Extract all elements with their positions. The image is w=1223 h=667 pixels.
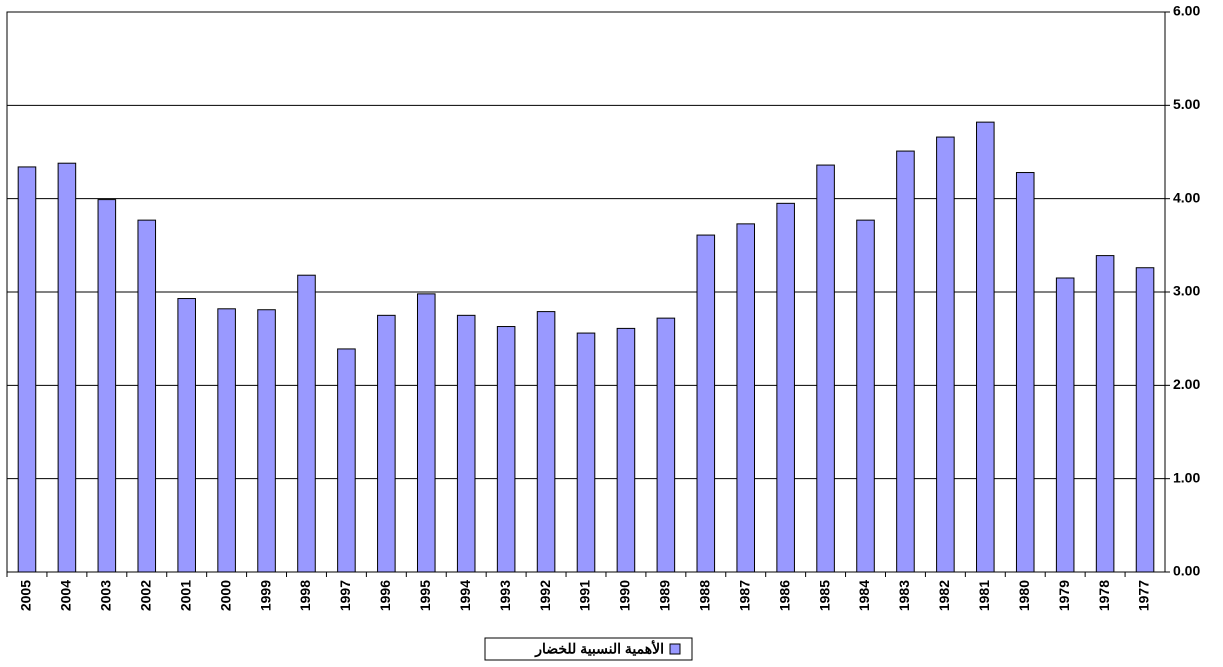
x-tick-label: 2005 [18, 580, 34, 611]
bar [416, 293, 436, 573]
bar [177, 298, 196, 573]
y-tick-label: 1.00 [1173, 469, 1200, 485]
bar [576, 332, 596, 573]
bar [536, 311, 556, 573]
x-tick-label: 1994 [457, 580, 473, 611]
x-tick-label: 2000 [217, 580, 233, 611]
x-tick-label: 1981 [976, 580, 992, 611]
x-tick-label: 1993 [497, 580, 513, 611]
bar [776, 202, 795, 573]
bar [696, 234, 716, 573]
x-tick-label: 1989 [657, 580, 673, 611]
x-tick-label: 1988 [696, 580, 712, 611]
y-tick-label: 4.00 [1173, 189, 1200, 205]
x-tick-label: 1992 [537, 580, 553, 611]
bar [137, 219, 157, 573]
x-tick-label: 1985 [816, 580, 832, 611]
legend-box [484, 637, 693, 661]
bar [337, 348, 356, 573]
x-tick-label: 1979 [1056, 580, 1072, 611]
bar [257, 309, 276, 573]
x-tick-label: 1984 [856, 580, 872, 611]
bar [17, 166, 37, 573]
bar [377, 314, 396, 573]
bar [936, 136, 955, 573]
x-tick-label: 2003 [98, 580, 114, 611]
x-tick-label: 2001 [177, 580, 193, 611]
bar [1015, 172, 1035, 573]
bar [217, 308, 236, 573]
bar [1095, 255, 1115, 573]
x-tick-label: 1997 [337, 580, 353, 611]
bar [57, 162, 77, 573]
x-tick-label: 2004 [58, 580, 74, 611]
x-tick-label: 1986 [776, 580, 792, 611]
legend: الأهمية النسبية للخضار [484, 637, 693, 661]
x-tick-label: 1982 [936, 580, 952, 611]
bar [896, 150, 915, 573]
bar [616, 327, 636, 573]
y-tick-label: 2.00 [1173, 376, 1200, 392]
legend-label: الأهمية النسبية للخضار [534, 640, 664, 658]
x-tick-label: 1980 [1016, 580, 1032, 611]
bar [456, 314, 476, 573]
x-tick-label: 1978 [1096, 580, 1112, 611]
y-tick-label: 3.00 [1173, 283, 1200, 299]
bar [496, 326, 516, 573]
y-tick-label: 5.00 [1173, 96, 1200, 112]
bar [97, 199, 117, 573]
x-tick-label: 1991 [577, 580, 593, 611]
bar [1135, 267, 1155, 573]
bar [1055, 277, 1075, 573]
bar [976, 121, 995, 573]
bar [656, 317, 676, 573]
x-tick-label: 1999 [257, 580, 273, 611]
x-tick-label: 1995 [417, 580, 433, 611]
x-tick-label: 1983 [896, 580, 912, 611]
x-tick-label: 1977 [1136, 580, 1152, 611]
x-tick-label: 1998 [297, 580, 313, 611]
x-tick-label: 1990 [617, 580, 633, 611]
bar [736, 223, 756, 573]
x-tick-label: 1996 [377, 580, 393, 611]
x-tick-label: 2002 [137, 580, 153, 611]
bar [856, 219, 875, 573]
bar [297, 274, 316, 573]
x-tick-label: 1987 [736, 580, 752, 611]
y-tick-label: 6.00 [1173, 3, 1200, 19]
legend-swatch [669, 643, 681, 655]
y-tick-label: 0.00 [1173, 563, 1200, 579]
bar [816, 164, 835, 573]
